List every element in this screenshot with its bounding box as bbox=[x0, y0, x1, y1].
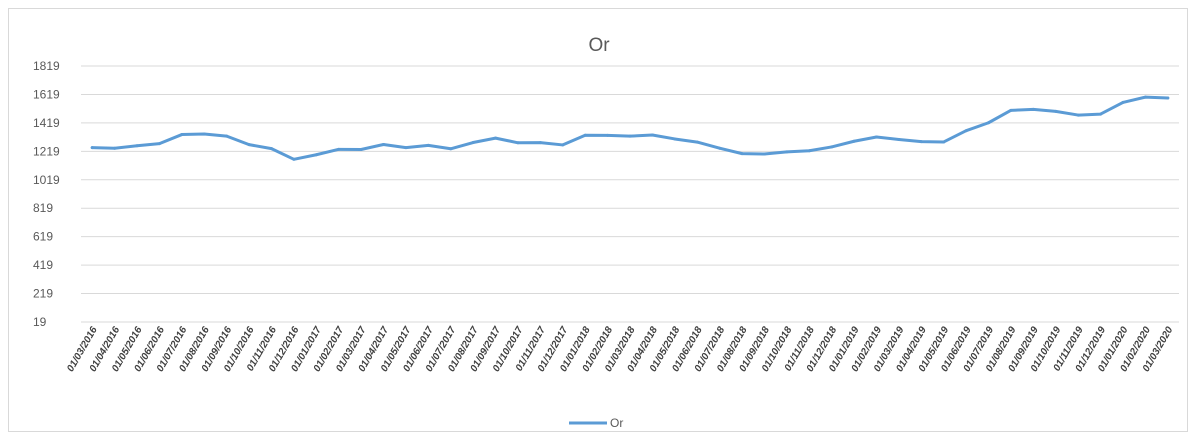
legend-label-or: Or bbox=[610, 416, 623, 430]
y-tick-label: 1819 bbox=[33, 59, 60, 73]
y-tick-label: 19 bbox=[33, 315, 47, 329]
y-tick-label: 1019 bbox=[33, 173, 60, 187]
data-point bbox=[695, 140, 699, 144]
data-point bbox=[314, 153, 318, 157]
data-point bbox=[807, 149, 811, 153]
data-point bbox=[269, 147, 273, 151]
data-point bbox=[494, 136, 498, 140]
data-point bbox=[90, 146, 94, 150]
data-point bbox=[1143, 95, 1147, 99]
data-point bbox=[561, 143, 565, 147]
data-point bbox=[718, 146, 722, 150]
y-tick-label: 819 bbox=[33, 201, 53, 215]
y-tick-label: 1219 bbox=[33, 144, 60, 158]
data-point bbox=[987, 121, 991, 125]
data-point bbox=[337, 147, 341, 151]
data-point bbox=[785, 150, 789, 154]
x-axis-ticks: 01/03/201601/04/201601/05/201601/06/2016… bbox=[65, 325, 1175, 374]
y-axis-ticks: 19 219 419 619 819 1019 1219 1419 1619 1819 bbox=[33, 59, 60, 329]
y-tick-label: 1419 bbox=[33, 116, 60, 130]
data-point bbox=[359, 147, 363, 151]
data-point bbox=[426, 143, 430, 147]
data-point bbox=[897, 138, 901, 142]
data-point bbox=[157, 142, 161, 146]
data-point bbox=[919, 140, 923, 144]
data-point bbox=[830, 145, 834, 149]
chart-svg: Or 19 219 419 619 819 1019 1219 1419 1619 1819 01… bbox=[33, 35, 1179, 430]
data-point bbox=[964, 129, 968, 133]
data-point bbox=[874, 135, 878, 139]
y-tick-label: 619 bbox=[33, 230, 53, 244]
y-tick-label: 1619 bbox=[33, 87, 60, 101]
data-point bbox=[673, 137, 677, 141]
series-layer bbox=[90, 95, 1170, 161]
data-point bbox=[471, 141, 475, 145]
data-point bbox=[382, 143, 386, 147]
data-point bbox=[538, 141, 542, 145]
data-point bbox=[292, 157, 296, 161]
data-point bbox=[583, 133, 587, 137]
gridlines bbox=[81, 65, 1179, 323]
data-point bbox=[762, 152, 766, 156]
y-tick-label: 419 bbox=[33, 258, 53, 272]
data-point bbox=[942, 140, 946, 144]
data-point bbox=[1054, 109, 1058, 113]
data-point bbox=[650, 133, 654, 137]
data-point bbox=[606, 133, 610, 137]
data-point bbox=[1121, 100, 1125, 104]
data-point bbox=[449, 147, 453, 151]
data-point bbox=[1009, 108, 1013, 112]
series-line-0 bbox=[90, 95, 1170, 161]
data-point bbox=[247, 143, 251, 147]
legend: Or bbox=[569, 416, 623, 430]
data-point bbox=[404, 146, 408, 150]
data-point bbox=[516, 141, 520, 145]
chart-area: Or 19 219 419 619 819 1019 1219 1419 1619 1819 01… bbox=[8, 8, 1188, 432]
data-point bbox=[628, 134, 632, 138]
data-point bbox=[1076, 113, 1080, 117]
chart-title: Or bbox=[588, 35, 610, 56]
data-point bbox=[135, 144, 139, 148]
y-tick-label: 219 bbox=[33, 287, 53, 301]
data-point bbox=[852, 139, 856, 143]
data-point bbox=[740, 152, 744, 156]
data-point bbox=[113, 146, 117, 150]
data-point bbox=[180, 133, 184, 137]
data-point bbox=[225, 134, 229, 138]
data-point bbox=[1031, 107, 1035, 111]
data-point bbox=[1166, 96, 1170, 100]
data-point bbox=[202, 132, 206, 136]
data-point bbox=[1099, 112, 1103, 116]
